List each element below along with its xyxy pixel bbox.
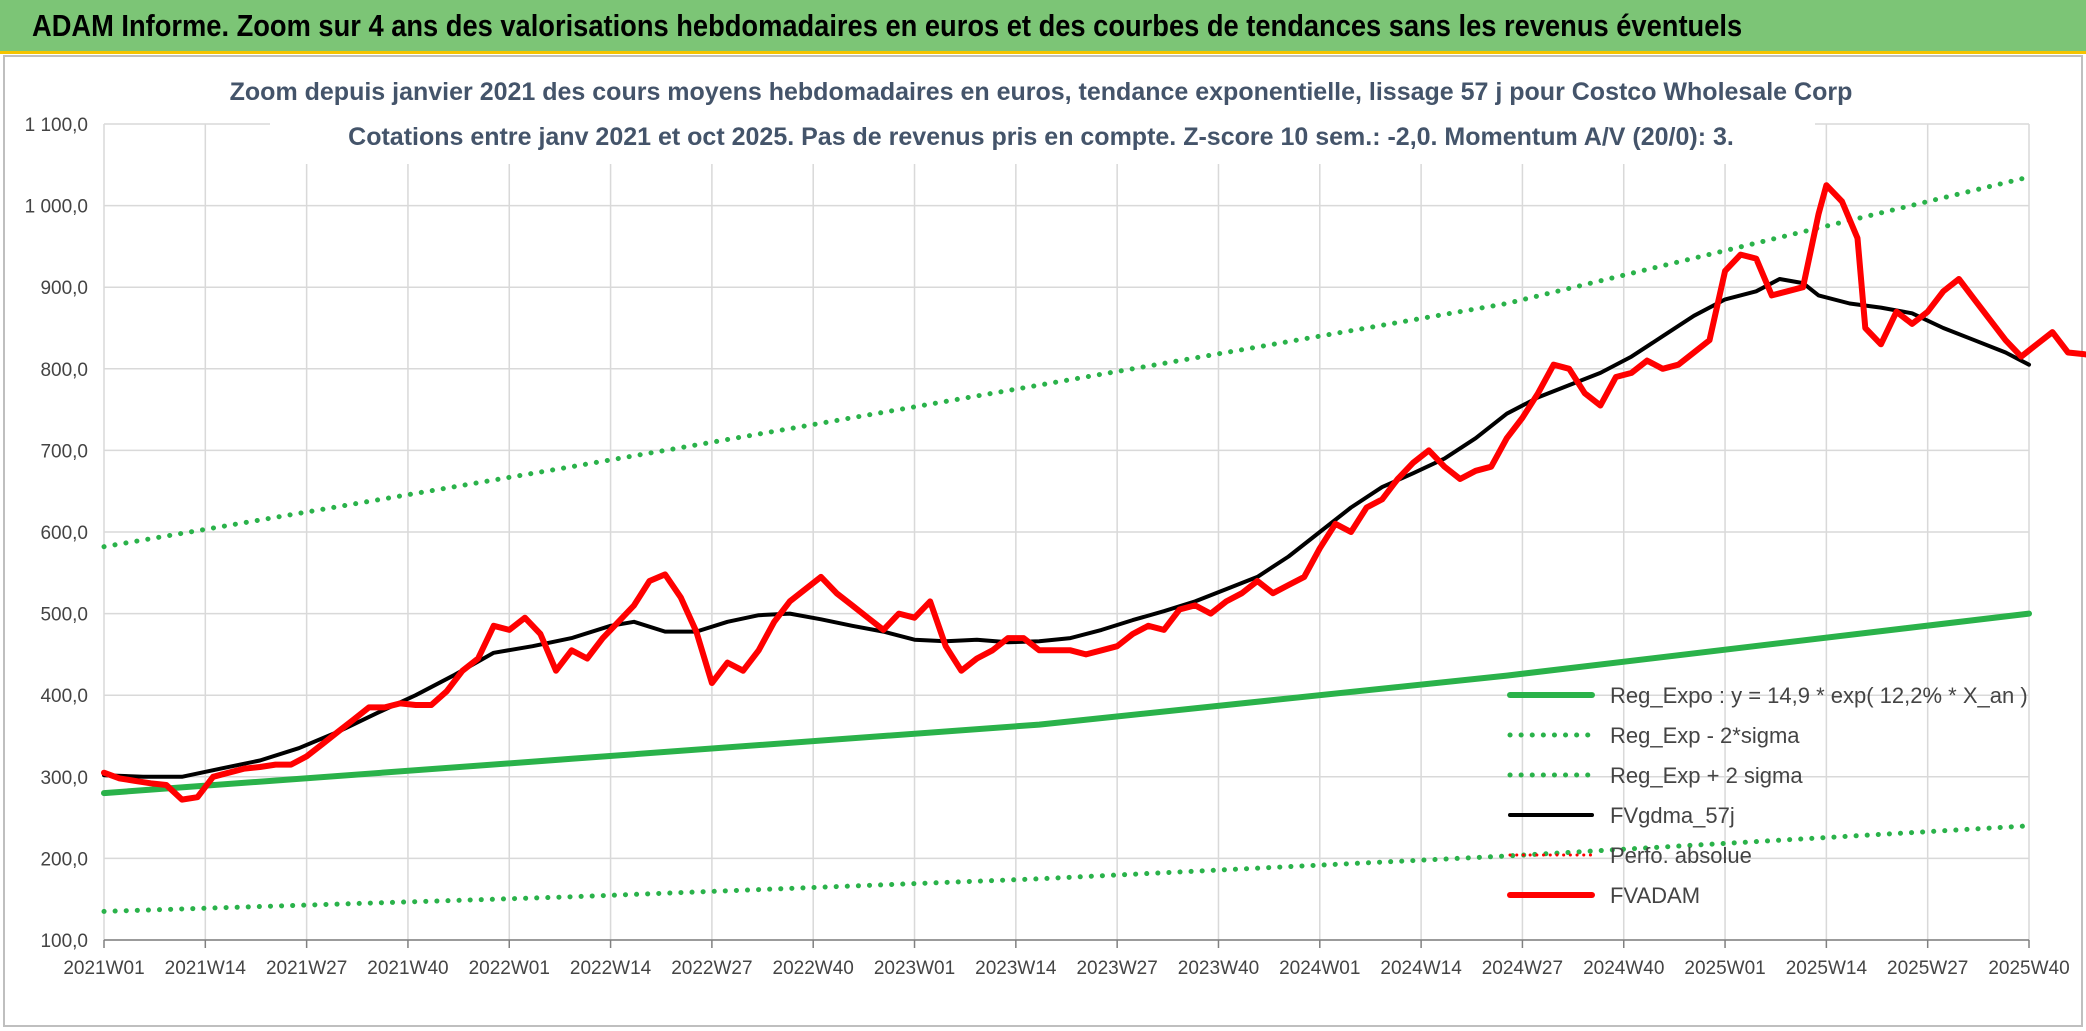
chart: 100,0 200,0 300,0 400,0 500,0 600,0 700,0 800,0… [3,55,2086,1027]
x-tick-label: 2023W40 [1178,958,1259,979]
x-tick-label: 2022W40 [773,958,854,979]
series [101,174,2086,914]
x-tick-label: 2023W01 [874,958,955,979]
legend-label: FVADAM [1610,883,1700,908]
legend-label: FVgdma_57j [1610,803,1735,828]
y-tick-label: 800,0 [40,360,88,381]
x-tick-label: 2025W27 [1887,958,1968,979]
y-tick-label: 1 100,0 [25,115,88,136]
x-tick-label: 2022W27 [671,958,752,979]
chart-title: Zoom depuis janvier 2021 des cours moyen… [230,78,1853,106]
y-tick-label: 400,0 [40,686,88,707]
title-backdrop [270,64,1815,164]
y-tick-label: 1 000,0 [25,197,88,218]
y-tick-label: 500,0 [40,605,88,626]
series-line-3 [102,277,2031,779]
legend-label: Perfo. absolue [1610,843,1752,868]
y-tick-label: 900,0 [40,278,88,299]
x-tick-label: 2021W40 [367,958,448,979]
x-tick-label: 2024W01 [1279,958,1360,979]
x-tick-label: 2022W01 [469,958,550,979]
y-tick-label: 700,0 [40,441,88,462]
legend-label: Reg_Exp + 2 sigma [1610,763,1803,788]
series-line-5 [101,182,2086,803]
x-tick-label: 2025W40 [1988,958,2069,979]
axes: 100,0 200,0 300,0 400,0 500,0 600,0 700,0 800,0… [25,115,2070,979]
chart-subtitle: Cotations entre janv 2021 et oct 2025. P… [348,123,1734,151]
y-tick-label: 200,0 [40,849,88,870]
x-tick-label: 2025W01 [1684,958,1765,979]
x-tick-label: 2024W14 [1380,958,1462,979]
legend: Reg_Expo : y = 14,9 * exp( 12,2% * X_an … [1507,683,2028,908]
legend-label: Reg_Expo : y = 14,9 * exp( 12,2% * X_an … [1610,683,2028,708]
page-title: ADAM Informe. Zoom sur 4 ans des valoris… [32,8,1743,43]
y-tick-label: 100,0 [40,931,88,952]
y-tick-label: 600,0 [40,523,88,544]
header-banner: ADAM Informe. Zoom sur 4 ans des valoris… [0,0,2086,54]
x-tick-label: 2021W14 [165,958,247,979]
legend-label: Reg_Exp - 2*sigma [1610,723,1800,748]
x-tick-label: 2022W14 [570,958,652,979]
x-tick-label: 2023W14 [975,958,1057,979]
x-tick-label: 2023W27 [1076,958,1157,979]
x-tick-label: 2021W27 [266,958,347,979]
x-tick-label: 2025W14 [1786,958,1868,979]
series-line-0 [101,610,2032,797]
series-line-1 [101,823,2032,914]
chart-frame [3,55,2083,1027]
x-tick-label: 2021W01 [63,958,144,979]
x-tick-label: 2024W40 [1583,958,1664,979]
x-tick-label: 2024W27 [1482,958,1563,979]
y-tick-label: 300,0 [40,768,88,789]
